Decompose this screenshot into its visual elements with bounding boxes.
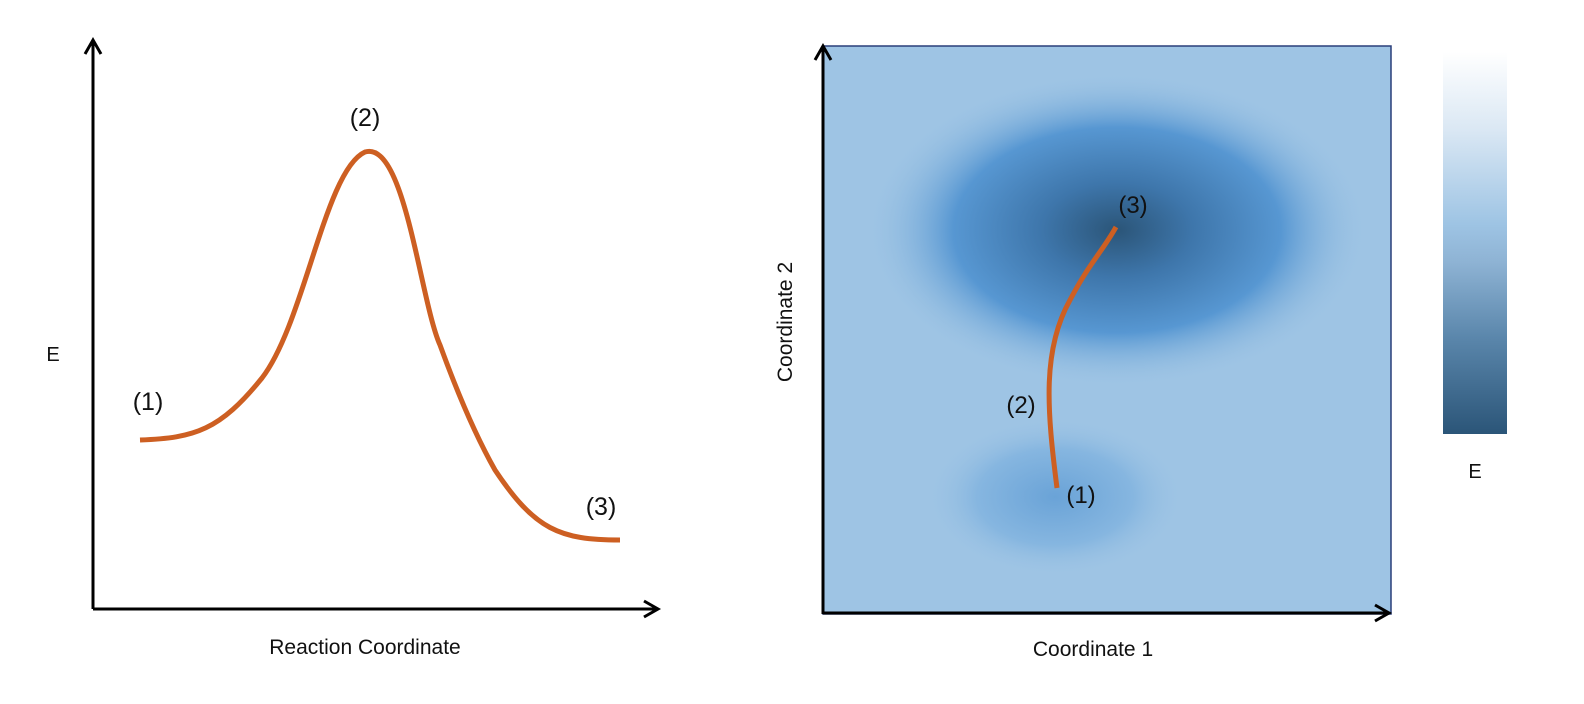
- colorbar-label: E: [1468, 461, 1481, 483]
- lower-energy-basin: [925, 417, 1185, 577]
- path-label-1: (1): [1066, 482, 1095, 509]
- reaction-path-curve: [1046, 225, 1119, 489]
- point-label-3: (3): [586, 493, 617, 521]
- energy-colorbar: E: [1443, 52, 1507, 483]
- point-label-1: (1): [133, 388, 164, 416]
- x-axis-arrowhead: [1374, 603, 1393, 623]
- colorbar-gradient: [1443, 52, 1507, 434]
- energy-profile-curve: [139, 149, 621, 543]
- path-label-2: (2): [1006, 392, 1035, 419]
- y-axis-label: E: [46, 344, 59, 366]
- y-axis-arrowhead: [83, 36, 103, 55]
- energy-profile-plot: E Reaction Coordinate (1) (2) (3): [46, 36, 662, 659]
- y-axis-arrowhead: [813, 42, 833, 61]
- path-label-3: (3): [1118, 192, 1147, 219]
- point-label-2: (2): [350, 104, 381, 132]
- x-axis-label: Coordinate 1: [1033, 638, 1153, 661]
- x-axis-label: Reaction Coordinate: [269, 636, 460, 659]
- x-axis-arrowhead: [643, 599, 662, 619]
- energy-surface-plot: Coordinate 1 Coordinate 2 (1) (2) (3): [774, 42, 1393, 661]
- y-axis-label: Coordinate 2: [774, 262, 797, 382]
